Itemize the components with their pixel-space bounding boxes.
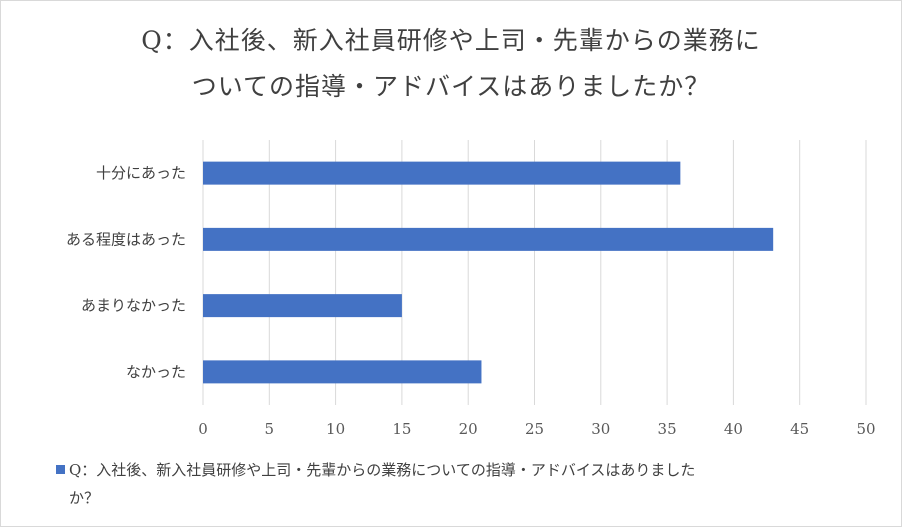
x-tick-label: 40 bbox=[724, 420, 743, 438]
chart-legend: Q：入社後、新入社員研修や上司・先輩からの業務についての指導・アドバイスはありま… bbox=[56, 456, 876, 512]
y-category-label: あまりなかった bbox=[81, 297, 186, 315]
x-tick-label: 10 bbox=[326, 420, 345, 438]
bar bbox=[203, 227, 774, 251]
bar bbox=[203, 294, 402, 318]
chart-title-line-1: Q：入社後、新入社員研修や上司・先輩からの業務に bbox=[141, 26, 761, 55]
y-category-label: ある程度はあった bbox=[66, 230, 186, 248]
x-tick-label: 50 bbox=[856, 420, 875, 438]
bar bbox=[203, 161, 681, 185]
x-tick-label: 45 bbox=[790, 420, 809, 438]
legend-label-line-2: か？ bbox=[69, 489, 100, 507]
x-tick-label: 25 bbox=[525, 420, 544, 438]
y-category-label: 十分にあった bbox=[96, 164, 186, 182]
x-tick-label: 15 bbox=[392, 420, 411, 438]
bar bbox=[203, 360, 482, 384]
chart-title: Q：入社後、新入社員研修や上司・先輩からの業務に ついての指導・アドバイスはあり… bbox=[0, 18, 902, 110]
chart-title-line-2: ついての指導・アドバイスはありましたか？ bbox=[191, 72, 711, 101]
x-tick-label: 0 bbox=[198, 420, 208, 438]
legend-swatch bbox=[56, 465, 65, 474]
y-category-label: なかった bbox=[126, 363, 186, 381]
legend-label-line-1: Q：入社後、新入社員研修や上司・先輩からの業務についての指導・アドバイスはありま… bbox=[69, 461, 696, 479]
x-tick-label: 35 bbox=[658, 420, 677, 438]
x-tick-label: 5 bbox=[265, 420, 275, 438]
x-tick-label: 20 bbox=[459, 420, 478, 438]
x-tick-label: 30 bbox=[591, 420, 610, 438]
